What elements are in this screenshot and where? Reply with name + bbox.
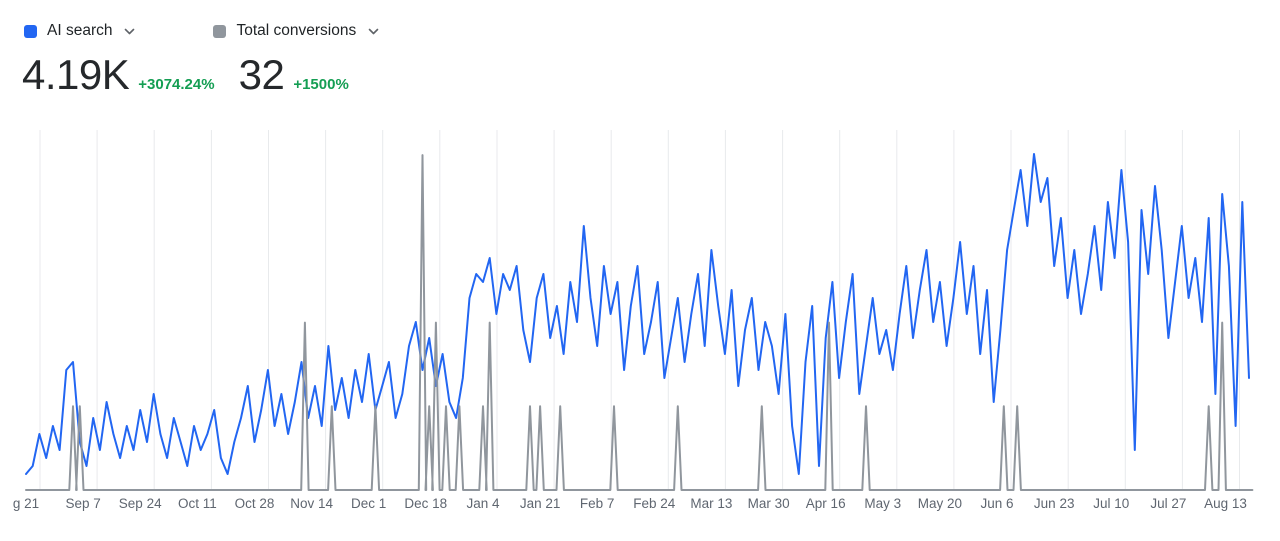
chart-legend: AI search Total conversions — [24, 22, 379, 40]
x-tick-label: Aug 13 — [1204, 496, 1247, 511]
total-conversions-swatch — [213, 24, 227, 38]
x-tick-label: May 20 — [918, 496, 962, 511]
x-tick-label: Jul 27 — [1150, 496, 1186, 511]
x-tick-label: Jul 10 — [1093, 496, 1129, 511]
total-conversions-label: Total conversions — [236, 22, 357, 39]
total-conversions-total: 32 — [238, 51, 285, 98]
x-tick-label: Jun 6 — [980, 496, 1013, 511]
x-tick-label: Jan 4 — [466, 496, 500, 511]
x-tick-label: May 3 — [864, 496, 901, 511]
x-tick-label: Feb 24 — [633, 496, 676, 511]
x-tick-label: Oct 11 — [178, 496, 217, 511]
ai-search-total: 4.19K — [22, 51, 130, 98]
ai-search-label: AI search — [47, 22, 113, 39]
ai-search-delta: +3074.24% — [138, 76, 215, 93]
x-tick-label: Nov 14 — [290, 496, 333, 511]
total-conversions-delta: +1500% — [293, 76, 349, 93]
x-tick-label: Sep 24 — [119, 496, 162, 511]
total-conversions-metric: 32 +1500% — [239, 54, 349, 96]
chevron-down-icon — [368, 28, 379, 34]
legend-ai-search[interactable]: AI search — [24, 22, 135, 40]
metric-summary: 4.19K +3074.24% 32 +1500% — [22, 54, 349, 96]
chart-canvas: g 21 Sep 7 Sep 24 Oct 11 Oct 28 Nov 14 Dec 1 De… — [13, 130, 1254, 511]
x-tick-label: Apr 16 — [806, 496, 846, 511]
x-tick-label: g 21 — [13, 496, 39, 511]
x-tick-label: Dec 18 — [404, 496, 447, 511]
x-tick-label: Dec 1 — [351, 496, 386, 511]
ai-search-metric: 4.19K +3074.24% — [22, 54, 215, 96]
x-tick-label: Sep 7 — [65, 496, 100, 511]
ai-search-line — [25, 153, 1250, 475]
x-tick-label: Jun 23 — [1034, 496, 1075, 511]
ai-search-swatch — [24, 24, 37, 38]
x-tick-label: Mar 30 — [748, 496, 790, 511]
legend-total-conversions[interactable]: Total conversions — [213, 22, 379, 40]
x-tick-label: Jan 21 — [520, 496, 561, 511]
x-tick-label: Mar 13 — [690, 496, 732, 511]
chevron-down-icon — [125, 28, 135, 34]
timeseries-chart: g 21 Sep 7 Sep 24 Oct 11 Oct 28 Nov 14 Dec 1 De… — [0, 130, 1280, 530]
x-tick-label: Feb 7 — [580, 496, 615, 511]
total-conversions-line — [25, 154, 1254, 491]
x-tick-label: Oct 28 — [235, 496, 275, 511]
